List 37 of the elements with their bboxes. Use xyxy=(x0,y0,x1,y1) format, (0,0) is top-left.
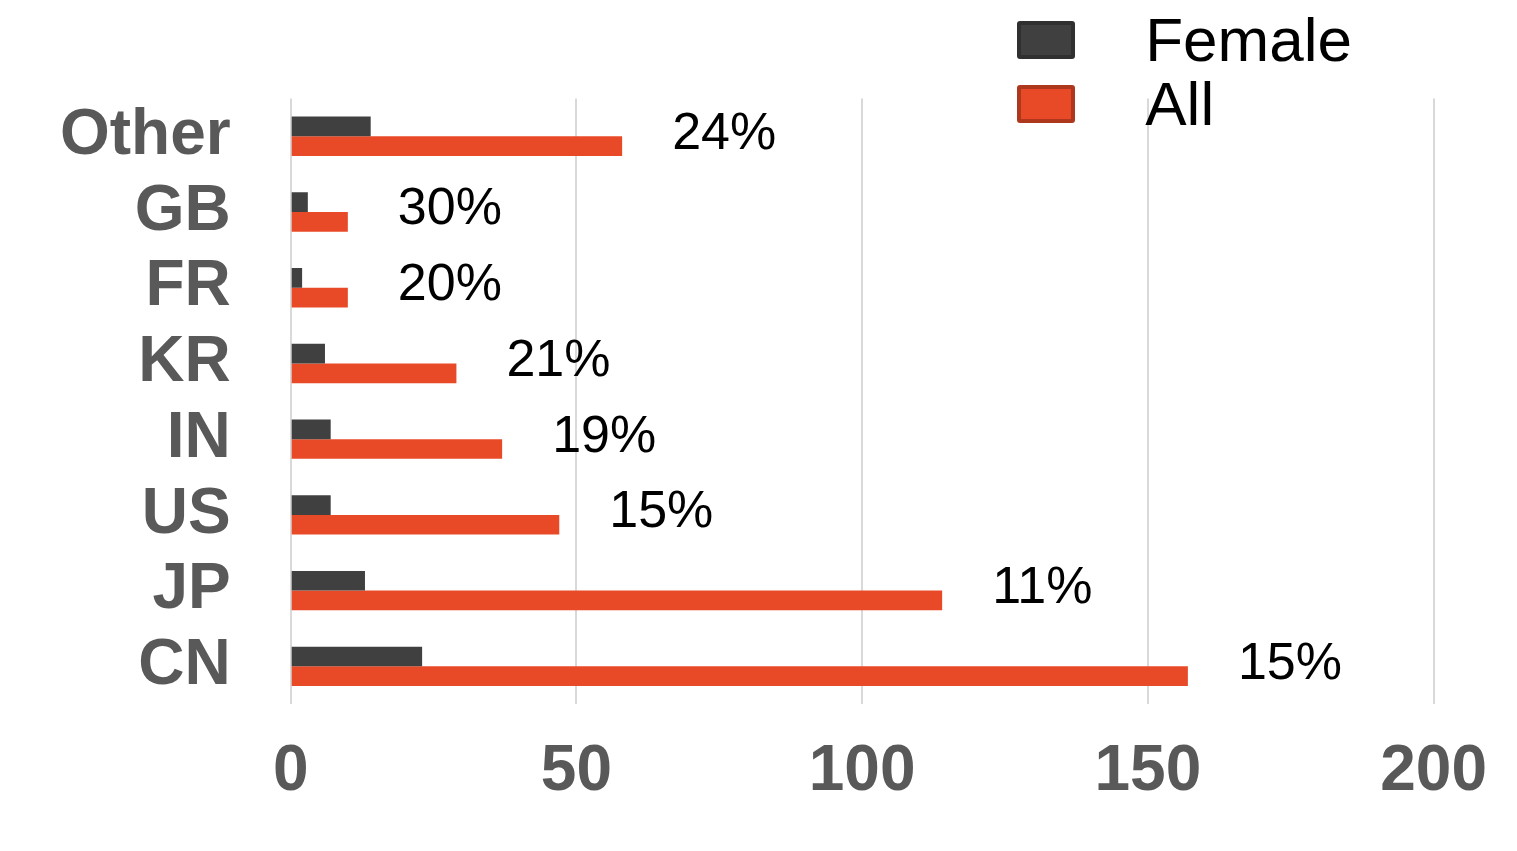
bar xyxy=(291,211,348,232)
bar xyxy=(291,666,1188,687)
annotation: 20% xyxy=(397,253,502,312)
x-tick-label: 50 xyxy=(540,732,613,805)
x-tick-label: 100 xyxy=(808,732,916,805)
annotation: 21% xyxy=(506,328,611,387)
annotation: 15% xyxy=(609,480,714,539)
bar xyxy=(291,590,943,611)
y-tick-label: KR xyxy=(138,323,231,396)
y-tick-label: IN xyxy=(166,398,231,471)
bar xyxy=(291,419,331,440)
y-tick-label: US xyxy=(141,474,231,547)
bar xyxy=(291,363,457,384)
bar xyxy=(291,646,423,667)
bar xyxy=(291,570,365,591)
y-tick-label: GB xyxy=(134,171,231,244)
bar xyxy=(291,192,308,212)
annotation: 15% xyxy=(1237,631,1342,690)
y-tick-label: CN xyxy=(138,625,231,698)
annotation: 24% xyxy=(672,101,777,160)
x-tick-label: 150 xyxy=(1094,732,1202,805)
annotation: 19% xyxy=(552,404,657,463)
bar xyxy=(291,116,371,137)
bar xyxy=(291,514,560,535)
bar xyxy=(291,136,623,156)
bar xyxy=(291,495,331,515)
x-tick-label: 0 xyxy=(272,732,309,805)
bar xyxy=(291,343,325,364)
bar xyxy=(291,287,348,308)
bar xyxy=(291,439,503,459)
bar xyxy=(291,268,303,288)
annotation: 30% xyxy=(397,177,502,236)
annotation: 11% xyxy=(992,555,1093,614)
y-tick-label: JP xyxy=(152,550,231,623)
y-tick-label: Other xyxy=(60,95,231,168)
x-tick-label: 200 xyxy=(1380,732,1487,805)
y-tick-label: FR xyxy=(145,247,231,320)
